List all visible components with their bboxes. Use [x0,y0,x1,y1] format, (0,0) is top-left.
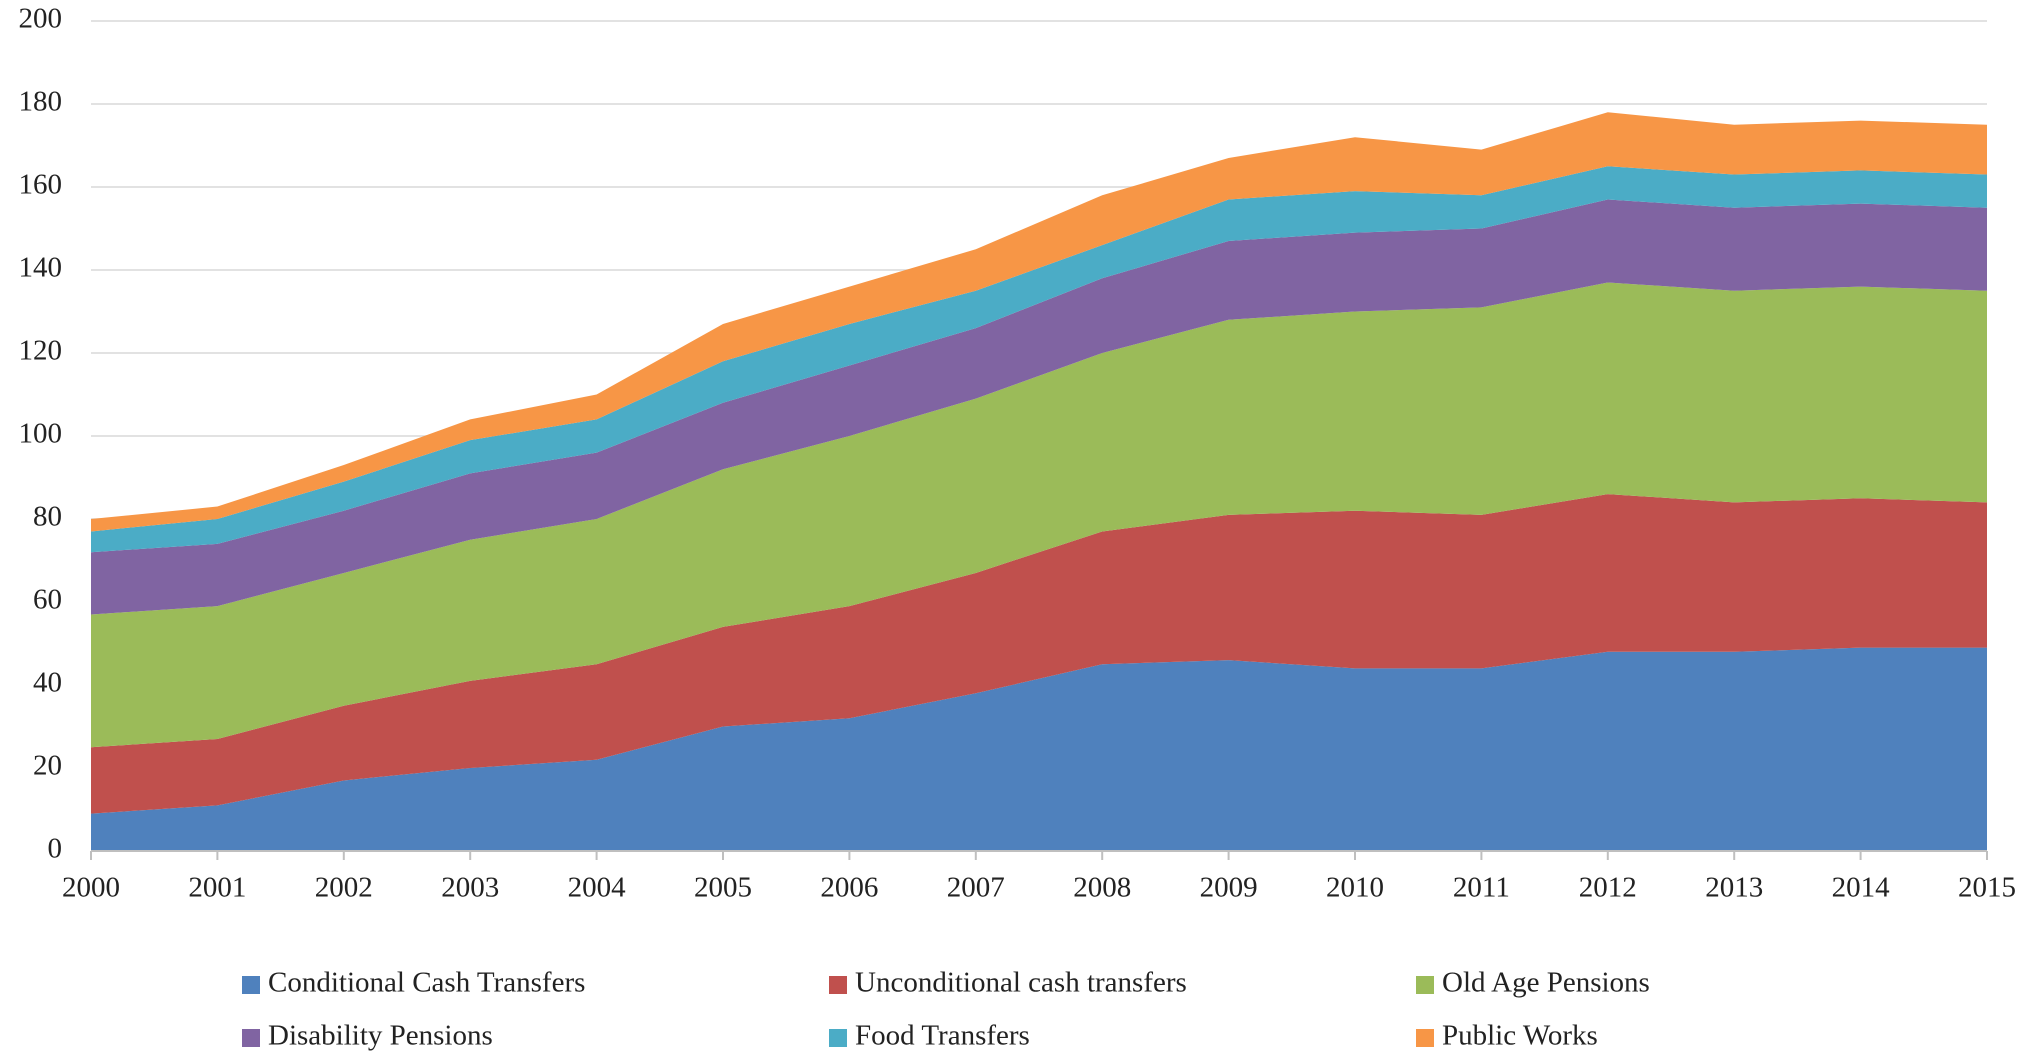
x-tick-label: 2000 [62,872,120,904]
y-tick-label: 0 [48,833,63,865]
legend-label: Disability Pensions [268,1020,493,1052]
area [91,494,1987,814]
legend-label: Unconditional cash transfers [855,967,1187,999]
legend-label: Old Age Pensions [1442,967,1650,999]
y-tick-label: 180 [19,86,63,118]
y-tick-label: 60 [33,584,62,616]
x-tick-label: 2001 [188,872,246,904]
y-tick-label: 140 [19,252,63,284]
y-tick-label: 160 [19,169,63,201]
x-tick-label: 2013 [1705,872,1763,904]
x-tick-label: 2009 [1200,872,1258,904]
x-tick-label: 2007 [947,872,1005,904]
x-tick-label: 2012 [1579,872,1637,904]
y-tick-label: 120 [19,335,63,367]
legend-label: Food Transfers [855,1020,1030,1052]
x-tick-label: 2010 [1326,872,1384,904]
legend-label: Public Works [1442,1020,1598,1052]
legend-swatch [1416,1029,1434,1047]
y-tick-label: 80 [33,501,62,533]
area [91,647,1987,851]
y-tick-label: 40 [33,667,62,699]
y-tick-label: 20 [33,750,62,782]
legend-label: Conditional Cash Transfers [268,967,585,999]
legend-swatch [829,976,847,994]
x-tick-label: 2004 [568,872,627,904]
legend-swatch [242,1029,260,1047]
legend-swatch [242,976,260,994]
area [91,282,1987,748]
x-tick-label: 2006 [820,872,878,904]
x-tick-label: 2003 [441,872,499,904]
y-tick-label: 200 [19,3,63,35]
legend-swatch [1416,976,1434,994]
x-tick-label: 2015 [1958,872,2016,904]
area [91,112,1987,532]
area [91,166,1987,553]
x-tick-label: 2008 [1073,872,1131,904]
y-tick-label: 100 [19,418,63,450]
x-tick-label: 2002 [315,872,373,904]
x-tick-label: 2005 [694,872,752,904]
area [91,199,1987,615]
x-tick-label: 2014 [1832,872,1891,904]
legend-swatch [829,1029,847,1047]
x-tick-label: 2011 [1453,872,1510,904]
